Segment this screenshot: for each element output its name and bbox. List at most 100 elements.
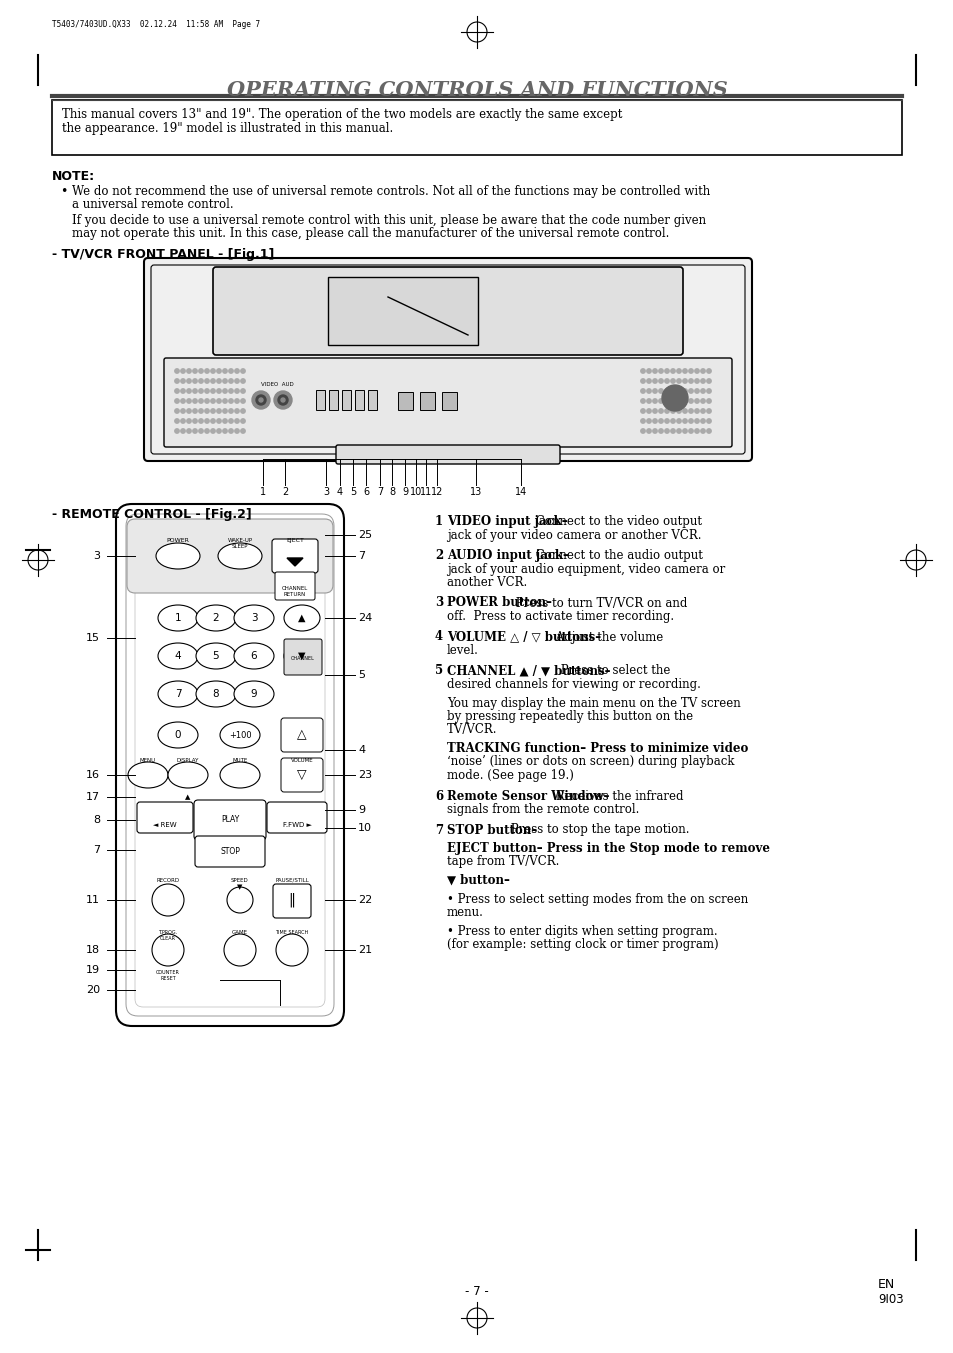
Text: 17: 17 <box>86 792 100 802</box>
Text: EN: EN <box>877 1279 894 1291</box>
Circle shape <box>216 429 221 433</box>
Circle shape <box>640 369 644 373</box>
Text: Press to select the: Press to select the <box>557 664 670 678</box>
Circle shape <box>211 409 215 413</box>
Bar <box>419 392 435 410</box>
Text: menu.: menu. <box>447 907 483 919</box>
Circle shape <box>694 379 699 383</box>
Circle shape <box>664 419 668 423</box>
Ellipse shape <box>220 723 260 748</box>
Circle shape <box>174 419 179 423</box>
Text: 4: 4 <box>174 651 181 662</box>
Circle shape <box>216 388 221 394</box>
Circle shape <box>676 388 680 394</box>
Circle shape <box>688 409 693 413</box>
Circle shape <box>652 369 657 373</box>
Circle shape <box>174 379 179 383</box>
Circle shape <box>198 379 203 383</box>
Text: ◄ REW: ◄ REW <box>153 823 176 828</box>
Circle shape <box>223 419 227 423</box>
Circle shape <box>676 379 680 383</box>
Circle shape <box>229 429 233 433</box>
Text: △: △ <box>297 728 307 741</box>
Circle shape <box>229 388 233 394</box>
Circle shape <box>652 429 657 433</box>
Text: CHANNEL: CHANNEL <box>291 656 314 662</box>
Circle shape <box>646 409 651 413</box>
Circle shape <box>152 884 184 916</box>
FancyBboxPatch shape <box>151 265 744 455</box>
Text: 2: 2 <box>435 549 443 561</box>
Circle shape <box>661 386 687 411</box>
Text: VIDEO  AUD: VIDEO AUD <box>261 382 294 387</box>
Circle shape <box>694 429 699 433</box>
FancyBboxPatch shape <box>281 718 323 752</box>
Circle shape <box>198 369 203 373</box>
Circle shape <box>682 379 686 383</box>
Circle shape <box>193 388 197 394</box>
Ellipse shape <box>218 543 262 570</box>
Circle shape <box>181 388 185 394</box>
Circle shape <box>193 379 197 383</box>
Circle shape <box>659 429 662 433</box>
Ellipse shape <box>195 605 235 630</box>
Circle shape <box>670 388 675 394</box>
Text: 21: 21 <box>357 944 372 955</box>
Text: POWER button–: POWER button– <box>447 597 551 609</box>
Text: OPERATING CONTROLS AND FUNCTIONS: OPERATING CONTROLS AND FUNCTIONS <box>226 80 727 100</box>
Circle shape <box>252 391 270 409</box>
Circle shape <box>223 429 227 433</box>
Text: 7: 7 <box>174 689 181 700</box>
Text: 3: 3 <box>323 487 329 497</box>
Text: Connect to the audio output: Connect to the audio output <box>532 549 702 561</box>
Text: 9: 9 <box>401 487 408 497</box>
Text: VOLUME: VOLUME <box>291 758 313 763</box>
Circle shape <box>234 369 239 373</box>
Text: jack of your audio equipment, video camera or: jack of your audio equipment, video came… <box>447 563 724 575</box>
Text: 9: 9 <box>251 689 257 700</box>
Circle shape <box>198 429 203 433</box>
Ellipse shape <box>233 643 274 668</box>
Circle shape <box>187 388 191 394</box>
Circle shape <box>198 388 203 394</box>
Circle shape <box>664 379 668 383</box>
Circle shape <box>646 399 651 403</box>
Text: AUDIO input jack–: AUDIO input jack– <box>447 549 568 561</box>
Text: MENU: MENU <box>140 758 156 763</box>
Circle shape <box>670 379 675 383</box>
Circle shape <box>688 369 693 373</box>
Circle shape <box>640 379 644 383</box>
Circle shape <box>682 419 686 423</box>
FancyBboxPatch shape <box>164 359 731 446</box>
Ellipse shape <box>158 681 198 708</box>
Circle shape <box>670 399 675 403</box>
Circle shape <box>198 419 203 423</box>
Text: 2: 2 <box>213 613 219 622</box>
Circle shape <box>216 399 221 403</box>
Text: You may display the main menu on the TV screen: You may display the main menu on the TV … <box>447 697 740 709</box>
Text: MUTE: MUTE <box>233 758 248 763</box>
Circle shape <box>174 388 179 394</box>
Circle shape <box>181 379 185 383</box>
Circle shape <box>281 398 285 402</box>
Circle shape <box>234 379 239 383</box>
Ellipse shape <box>195 681 235 708</box>
Text: 7: 7 <box>92 846 100 855</box>
Text: 9: 9 <box>357 805 365 815</box>
Circle shape <box>706 419 710 423</box>
Text: STOP: STOP <box>220 847 240 856</box>
Text: ▼: ▼ <box>237 884 242 890</box>
Bar <box>52 100 901 156</box>
Text: T5403/7403UD.QX33  02.12.24  11:58 AM  Page 7: T5403/7403UD.QX33 02.12.24 11:58 AM Page… <box>52 20 260 28</box>
Circle shape <box>275 934 308 966</box>
Circle shape <box>659 369 662 373</box>
Circle shape <box>646 388 651 394</box>
Circle shape <box>694 409 699 413</box>
Text: 5: 5 <box>350 487 355 497</box>
Circle shape <box>174 369 179 373</box>
Circle shape <box>676 369 680 373</box>
Circle shape <box>694 399 699 403</box>
Text: 3: 3 <box>435 597 443 609</box>
Circle shape <box>706 388 710 394</box>
Text: EJECT button– Press in the Stop mode to remove: EJECT button– Press in the Stop mode to … <box>447 842 769 855</box>
